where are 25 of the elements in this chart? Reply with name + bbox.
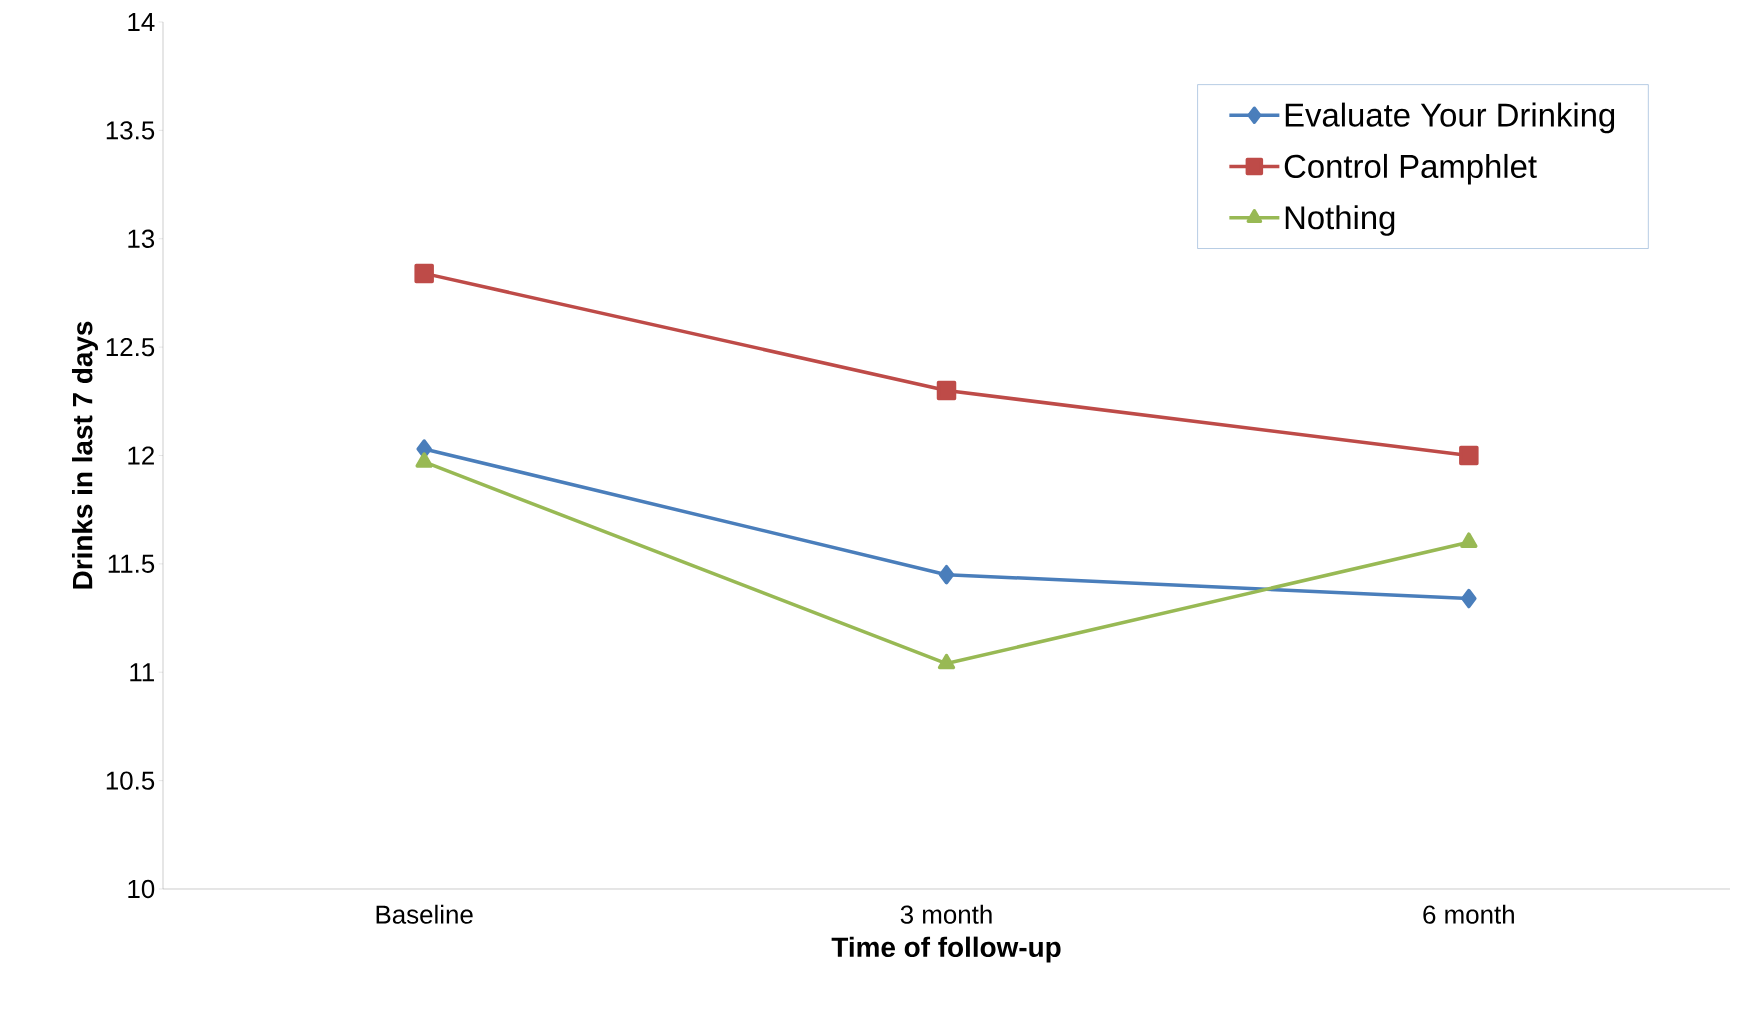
point <box>938 564 955 585</box>
y-tick-label: 10.5 <box>106 771 155 790</box>
legend-label: Nothing <box>1285 205 1395 236</box>
x-tick-label: Baseline <box>376 904 473 924</box>
y-tick-label: 14 <box>128 13 155 31</box>
y-tick-label: 12 <box>128 446 154 465</box>
point <box>1459 445 1479 466</box>
y-tick-label: 10 <box>128 879 155 899</box>
x-tick-label: 6 month <box>1423 904 1514 924</box>
point <box>414 263 434 284</box>
y-tick-label: 11.5 <box>108 554 155 573</box>
point <box>937 653 956 670</box>
legend-label: Evaluate Your Drinking <box>1285 102 1615 134</box>
legend-label: Control Pamphlet <box>1284 153 1537 185</box>
point <box>936 380 957 401</box>
point <box>1461 588 1477 609</box>
y-tick-label: 13 <box>128 229 155 248</box>
point <box>1460 532 1478 548</box>
x-axis-title: Time of follow-up <box>831 936 1061 963</box>
point <box>415 452 433 468</box>
y-tick-label: 13.5 <box>106 121 155 140</box>
y-tick-label: 12.5 <box>106 337 155 357</box>
y-axis-title: Drinks in last 7 days <box>71 321 98 589</box>
x-tick-label: 3 month <box>900 904 992 924</box>
y-tick-label: 11 <box>130 663 154 682</box>
